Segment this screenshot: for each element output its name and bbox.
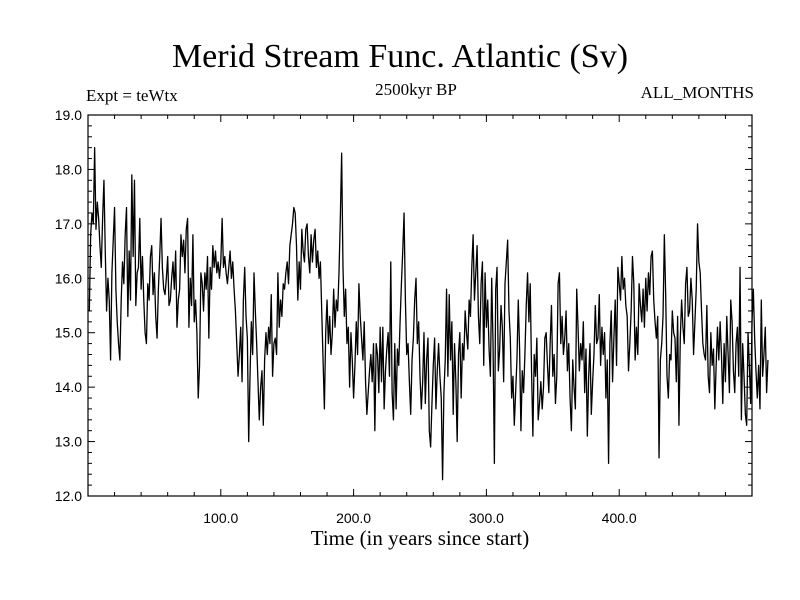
x-tick-label: 200.0 [336,510,371,526]
y-tick-label: 12.0 [55,488,82,504]
x-tick-label: 300.0 [469,510,504,526]
ticks-layer: 12.0 13.0 14.0 15.0 16.0 17.0 18.0 19.0 100.0 200… [55,107,752,526]
series-layer [88,147,769,481]
x-tick-label: 100.0 [203,510,238,526]
y-tick-label: 18.0 [55,161,82,177]
series-line-0 [88,147,769,481]
period-label: 2500kyr BP [375,80,457,99]
x-axis-label: Time (in years since start) [310,526,530,550]
plot-frame [87,114,753,497]
y-tick-label: 13.0 [55,434,82,450]
chart-title: Merid Stream Func. Atlantic (Sv) [171,38,629,75]
y-tick-label: 15.0 [55,325,82,341]
x-tick-label: 400.0 [602,510,637,526]
y-tick-label: 17.0 [55,216,82,232]
experiment-label: Expt = teWtx [86,86,178,105]
y-tick-label: 16.0 [55,270,82,286]
y-tick-label: 19.0 [55,107,82,123]
months-label: ALL_MONTHS [640,83,754,102]
y-tick-label: 14.0 [55,379,82,395]
